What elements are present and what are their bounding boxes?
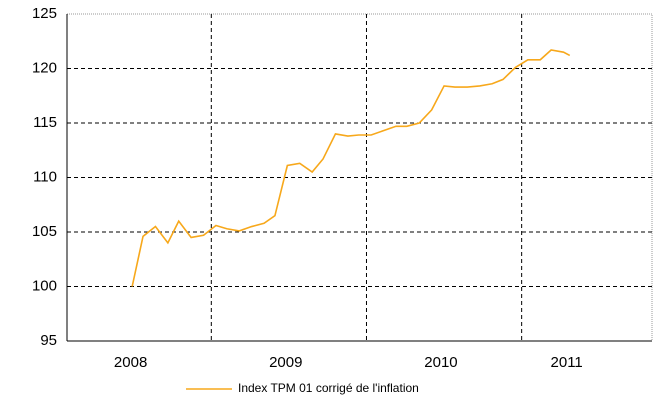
x-tick-label: 2008	[114, 354, 147, 371]
x-tick-label: 2011	[551, 354, 583, 371]
y-tick-label: 95	[40, 332, 57, 349]
legend-label: Index TPM 01 corrigé de l'inflation	[238, 381, 419, 395]
y-tick-label: 115	[33, 114, 57, 131]
y-tick-label: 125	[32, 5, 57, 22]
y-tick-label: 105	[32, 223, 57, 240]
x-tick-label: 2010	[424, 354, 457, 371]
y-tick-label: 110	[33, 168, 57, 185]
y-tick-label: 120	[32, 59, 57, 76]
y-tick-label: 100	[32, 277, 57, 294]
line	[131, 49, 571, 287]
x-tick-label: 2009	[269, 354, 302, 371]
